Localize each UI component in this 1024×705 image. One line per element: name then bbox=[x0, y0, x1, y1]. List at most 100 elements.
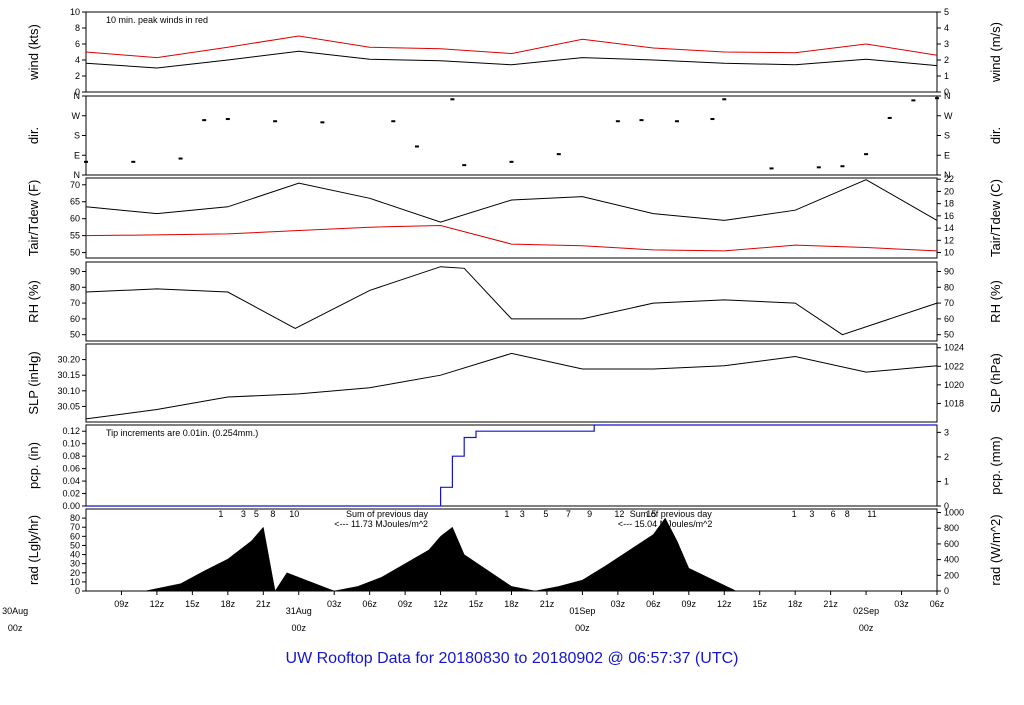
temp-right-ytick-label: 20 bbox=[944, 186, 954, 196]
temp-ytick-label: 65 bbox=[70, 197, 80, 207]
slp-ytick-label: 30.10 bbox=[57, 386, 80, 396]
rad-right-ytick-label: 600 bbox=[944, 539, 959, 549]
rad-hour-mark: 11 bbox=[867, 509, 876, 519]
x-day-label: 02Sep bbox=[853, 606, 879, 616]
temp-right-ytick-label: 12 bbox=[944, 235, 954, 245]
temp-ytick-label: 60 bbox=[70, 214, 80, 224]
temp-series-0-line bbox=[85, 179, 938, 223]
slp-right-ytick-label: 1020 bbox=[944, 380, 964, 390]
rad-ytick-label: 20 bbox=[70, 568, 80, 578]
dir-right-ytick-label: N bbox=[944, 91, 951, 101]
temp-panel-frame bbox=[85, 177, 938, 259]
dir-ytick-label: N bbox=[74, 170, 81, 180]
pcp-series-line bbox=[86, 424, 937, 507]
x-tick-label: 06z bbox=[362, 599, 377, 609]
dir-point bbox=[450, 98, 455, 101]
temp-right-ytick-label: 10 bbox=[944, 248, 954, 258]
temp-right-ytick-label: 14 bbox=[944, 223, 954, 233]
wind-ylabel: wind (kts) bbox=[26, 24, 41, 81]
page-title: UW Rooftop Data for 20180830 to 20180902… bbox=[285, 650, 739, 667]
rad-right-ylabel: rad (W/m^2) bbox=[988, 514, 1003, 585]
dir-panel-frame bbox=[85, 95, 938, 176]
wind-right-ytick-label: 5 bbox=[944, 7, 949, 17]
rad-right-ytick-label: 800 bbox=[944, 523, 959, 533]
wind-right-ytick-label: 3 bbox=[944, 39, 949, 49]
x-day-hour-label: 00z bbox=[859, 623, 874, 633]
wind-ytick-label: 8 bbox=[75, 23, 80, 33]
rad-ytick-label: 0 bbox=[75, 586, 80, 596]
rh-ytick-label: 50 bbox=[70, 330, 80, 340]
rh-right-ytick-label: 80 bbox=[944, 282, 954, 292]
rad-ytick-label: 60 bbox=[70, 531, 80, 541]
dir-point bbox=[225, 118, 230, 121]
rh-panel-frame bbox=[85, 261, 938, 342]
rad-hour-mark: 15 bbox=[646, 509, 656, 519]
dir-ylabel: dir. bbox=[26, 127, 41, 144]
rad-hour-mark: 5 bbox=[254, 509, 259, 519]
rad-hour-mark: 3 bbox=[809, 509, 814, 519]
pcp-ytick-label: 0.12 bbox=[62, 426, 80, 436]
x-tick-label: 09z bbox=[398, 599, 413, 609]
dir-ytick-label: N bbox=[74, 91, 81, 101]
rad-hour-mark: 1 bbox=[504, 509, 509, 519]
rad-ytick-label: 80 bbox=[70, 513, 80, 523]
dir-point bbox=[556, 153, 561, 156]
x-day-hour-label: 00z bbox=[291, 623, 306, 633]
temp-right-ytick-label: 18 bbox=[944, 199, 954, 209]
x-tick-label: 03z bbox=[611, 599, 626, 609]
slp-right-ytick-label: 1022 bbox=[944, 361, 964, 371]
dir-point bbox=[887, 116, 892, 119]
rad-right-ytick-label: 400 bbox=[944, 555, 959, 565]
x-tick-label: 18z bbox=[221, 599, 236, 609]
dir-point bbox=[639, 119, 644, 122]
pcp-ylabel: pcp. (in) bbox=[26, 442, 41, 489]
dir-point bbox=[273, 120, 278, 123]
x-tick-label: 21z bbox=[256, 599, 271, 609]
wind-series-0-line bbox=[85, 50, 938, 69]
temp-ytick-label: 70 bbox=[70, 180, 80, 190]
dir-point bbox=[935, 97, 939, 100]
rh-right-ytick-label: 90 bbox=[944, 266, 954, 276]
dir-point bbox=[131, 160, 136, 163]
rad-hour-mark: 3 bbox=[241, 509, 246, 519]
x-tick-label: 18z bbox=[788, 599, 803, 609]
x-tick-label: 15z bbox=[185, 599, 200, 609]
rad-hour-mark: 1 bbox=[218, 509, 223, 519]
dir-point bbox=[722, 98, 727, 101]
x-tick-label: 06z bbox=[646, 599, 661, 609]
dir-point bbox=[816, 166, 821, 169]
dir-point bbox=[769, 167, 774, 170]
x-tick-label: 12z bbox=[150, 599, 165, 609]
rh-ytick-label: 70 bbox=[70, 298, 80, 308]
x-tick-label: 03z bbox=[327, 599, 342, 609]
rad-right-ytick-label: 200 bbox=[944, 570, 959, 580]
pcp-right-ytick-label: 0 bbox=[944, 501, 949, 511]
dir-point bbox=[414, 145, 419, 148]
rh-right-ytick-label: 60 bbox=[944, 314, 954, 324]
pcp-panel-frame bbox=[85, 424, 938, 507]
rad-hour-mark: 12 bbox=[614, 509, 624, 519]
rad-area bbox=[145, 517, 737, 592]
wind-panel-frame bbox=[85, 11, 938, 93]
rad-hour-mark: 5 bbox=[543, 509, 548, 519]
pcp-ytick-label: 0.00 bbox=[62, 501, 80, 511]
slp-series-0-line bbox=[85, 352, 938, 420]
dir-ytick-label: W bbox=[72, 111, 81, 121]
x-tick-label: 09z bbox=[682, 599, 697, 609]
pcp-ytick-label: 0.10 bbox=[62, 439, 80, 449]
pcp-ytick-label: 0.02 bbox=[62, 489, 80, 499]
x-tick-label: 15z bbox=[752, 599, 767, 609]
dir-point bbox=[320, 121, 325, 124]
temp-series-1-line bbox=[85, 224, 938, 252]
wind-ytick-label: 6 bbox=[75, 39, 80, 49]
x-day-hour-label: 00z bbox=[8, 623, 23, 633]
rad-ytick-label: 40 bbox=[70, 550, 80, 560]
wind-right-ytick-label: 0 bbox=[944, 87, 949, 97]
rad-hour-mark: 7 bbox=[566, 509, 571, 519]
dir-right-ytick-label: S bbox=[944, 131, 950, 141]
rh-right-ytick-label: 50 bbox=[944, 330, 954, 340]
x-tick-label: 03z bbox=[894, 599, 909, 609]
rad-hour-mark: 3 bbox=[520, 509, 525, 519]
slp-ylabel: SLP (inHg) bbox=[26, 351, 41, 414]
dir-point bbox=[202, 119, 207, 122]
